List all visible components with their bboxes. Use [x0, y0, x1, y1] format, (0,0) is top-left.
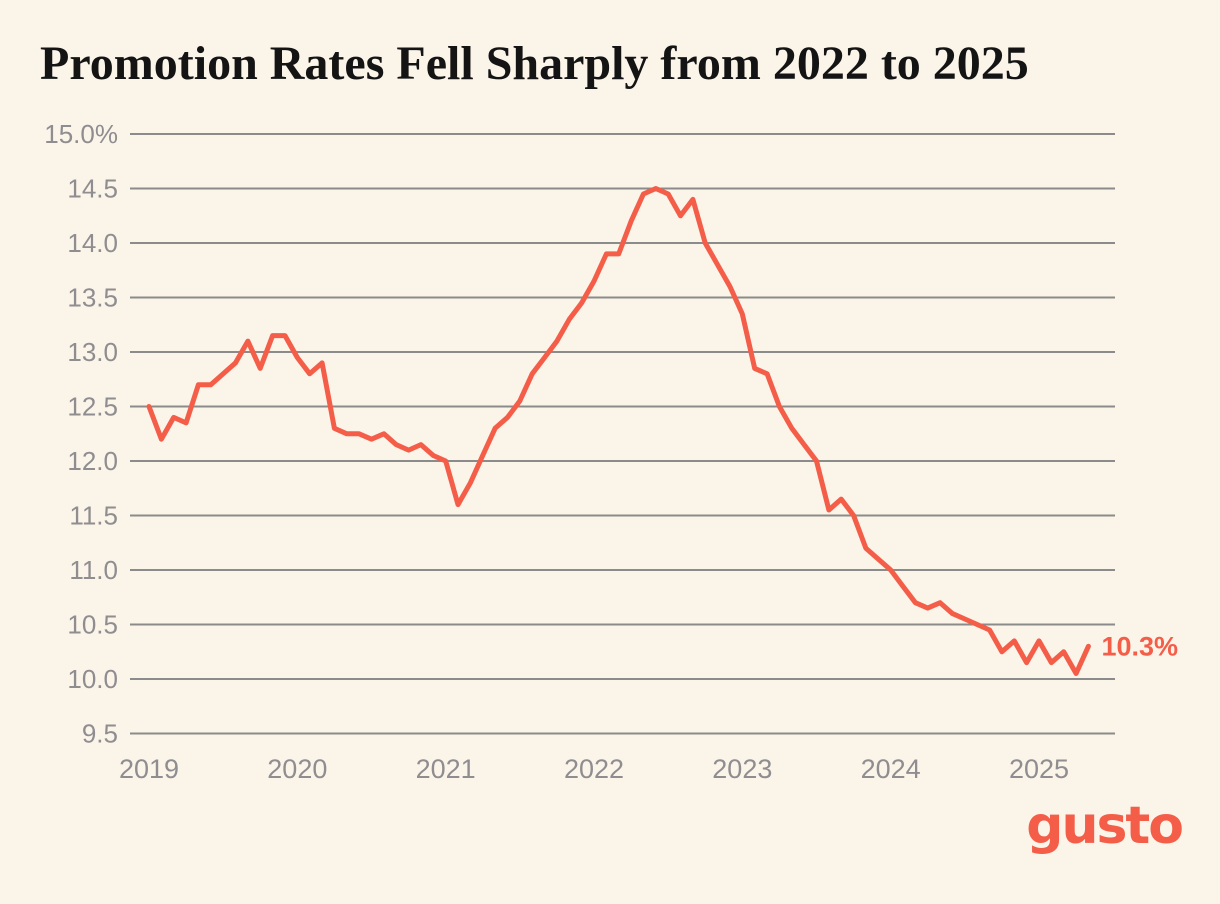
y-tick-label: 10.5 [67, 610, 118, 640]
gusto-logo: gusto [1026, 796, 1184, 856]
x-tick-label: 2019 [119, 754, 179, 784]
y-tick-label: 12.0 [67, 446, 118, 476]
x-tick-label: 2023 [712, 754, 772, 784]
x-tick-label: 2021 [416, 754, 476, 784]
promotion-rate-line [146, 186, 1091, 676]
end-value-label: 10.3% [1101, 631, 1178, 661]
y-tick-label: 14.5 [67, 174, 118, 204]
x-tick-label: 2022 [564, 754, 624, 784]
y-tick-label: 14.0 [67, 228, 118, 258]
y-tick-label: 15.0% [44, 119, 118, 149]
y-tick-label: 11.0 [69, 555, 118, 585]
y-tick-label: 13.5 [67, 283, 118, 313]
x-tick-label: 2020 [267, 754, 327, 784]
y-tick-label: 11.5 [69, 501, 118, 531]
y-tick-label: 13.0 [67, 337, 118, 367]
chart-title: Promotion Rates Fell Sharply from 2022 t… [40, 37, 1029, 90]
y-tick-label: 9.5 [82, 719, 118, 749]
x-tick-label: 2024 [861, 754, 921, 784]
y-tick-label: 10.0 [67, 664, 118, 694]
x-tick-label: 2025 [1009, 754, 1069, 784]
y-tick-label: 12.5 [67, 392, 118, 422]
